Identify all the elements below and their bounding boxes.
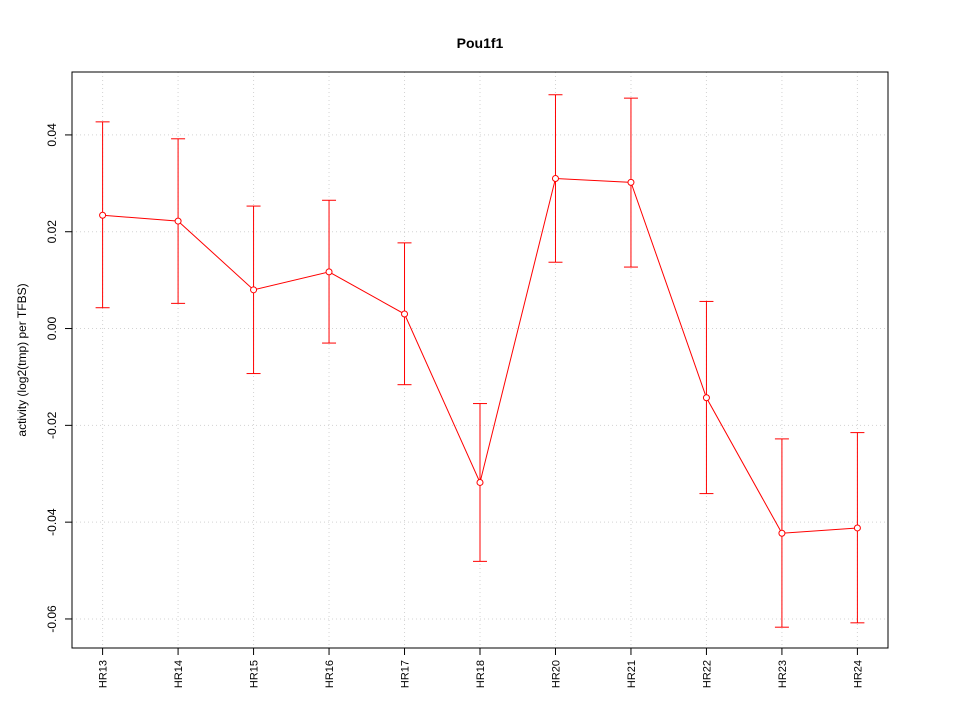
y-tick-label: 0.02 bbox=[45, 220, 59, 244]
y-tick-label: -0.06 bbox=[45, 605, 59, 633]
data-point bbox=[853, 524, 861, 532]
x-tick-label: HR13 bbox=[98, 660, 110, 688]
x-tick-label: HR17 bbox=[400, 660, 412, 688]
data-point bbox=[174, 217, 182, 225]
x-tick-label: HR16 bbox=[324, 660, 336, 688]
data-layer bbox=[95, 94, 865, 628]
axes-layer: HR13 HR14 HR15 HR16 HR17 HR18 HR20 HR21 HR22 HR23… bbox=[45, 123, 864, 688]
data-point bbox=[778, 529, 786, 537]
data-point bbox=[99, 211, 107, 219]
x-tick-label: HR14 bbox=[173, 660, 185, 688]
y-tick-label: -0.02 bbox=[45, 411, 59, 439]
data-point bbox=[401, 310, 409, 318]
y-tick-label: 0.00 bbox=[45, 317, 59, 341]
data-point bbox=[250, 286, 258, 294]
x-tick-label: HR21 bbox=[626, 660, 638, 688]
data-point bbox=[551, 174, 559, 182]
data-point bbox=[702, 394, 710, 402]
y-tick-label: 0.04 bbox=[45, 123, 59, 147]
x-tick-label: HR15 bbox=[249, 660, 261, 688]
x-tick-label: HR24 bbox=[852, 660, 864, 688]
x-tick-label: HR20 bbox=[550, 660, 562, 688]
data-point bbox=[627, 178, 635, 186]
x-tick-label: HR22 bbox=[701, 660, 713, 688]
data-point bbox=[476, 478, 484, 486]
y-axis-label: activity (log2(tmp) per TFBS) bbox=[15, 283, 29, 436]
chart-title: Pou1f1 bbox=[457, 35, 504, 51]
x-tick-label: HR23 bbox=[777, 660, 789, 688]
data-point bbox=[325, 268, 333, 276]
y-tick-label: -0.04 bbox=[45, 508, 59, 536]
x-tick-label: HR18 bbox=[475, 660, 487, 688]
